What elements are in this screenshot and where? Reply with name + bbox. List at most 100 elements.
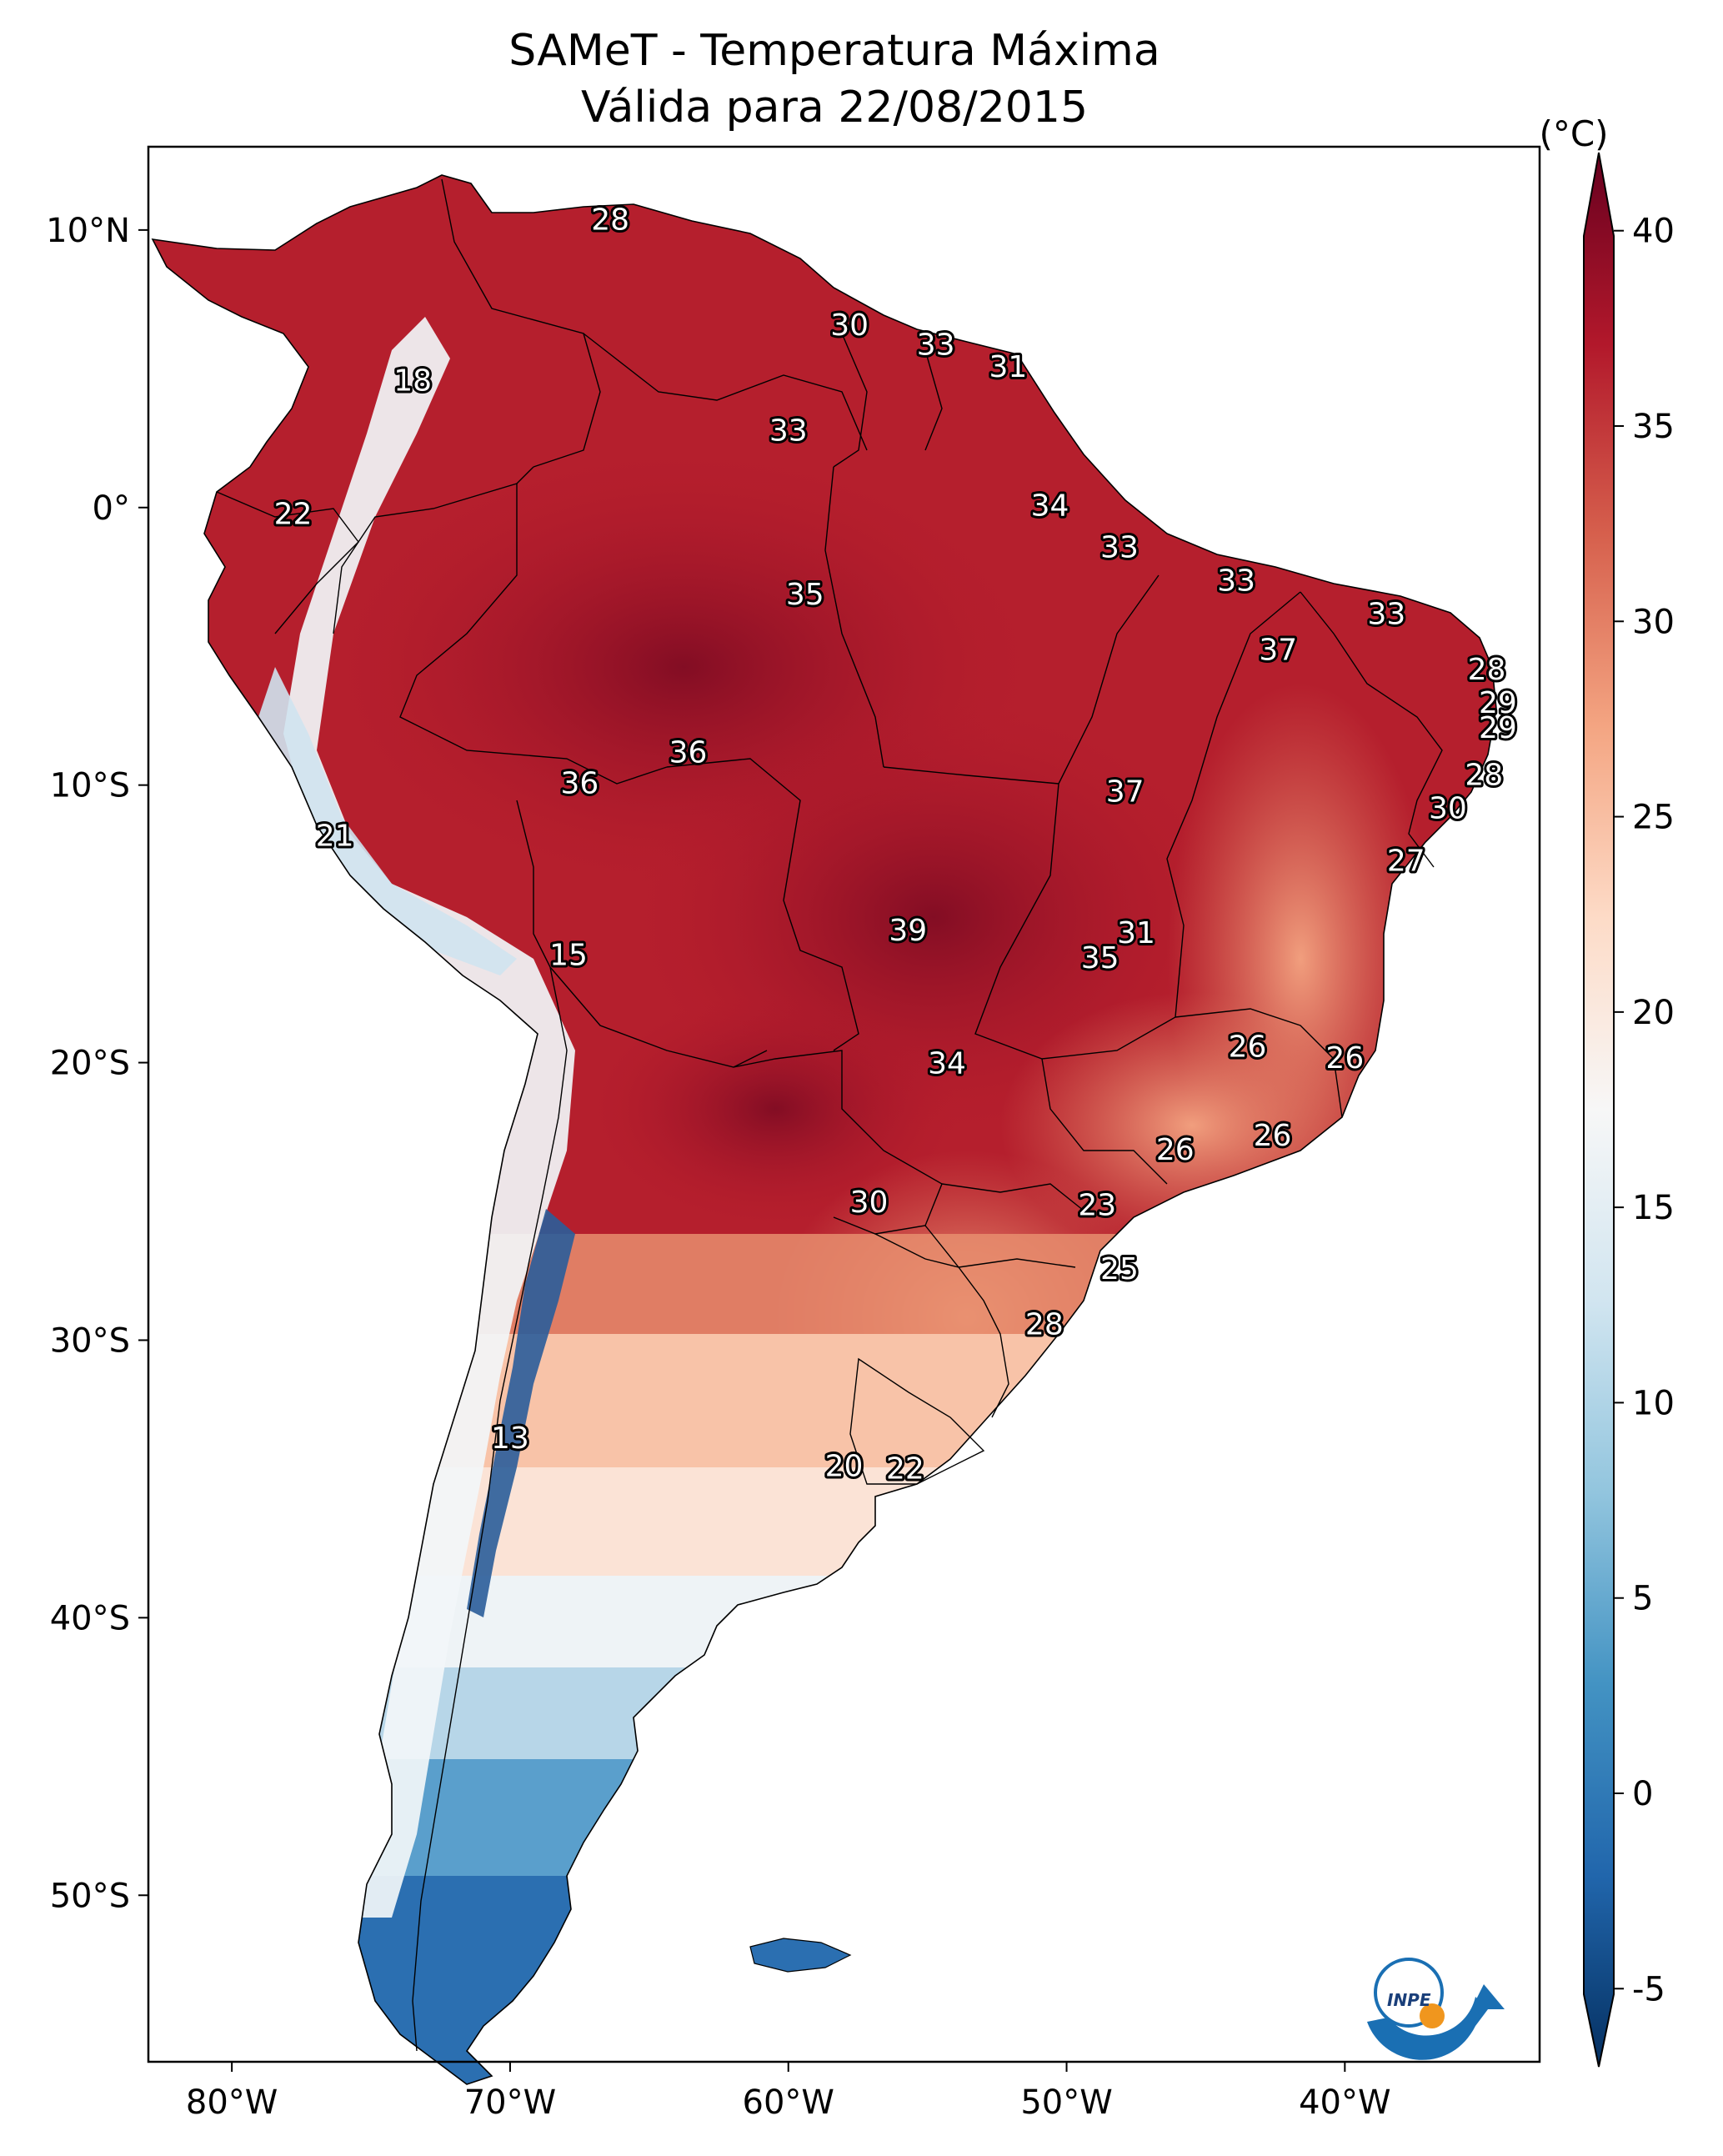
temperature-label: 28 bbox=[1468, 653, 1506, 687]
temperature-label: 26 bbox=[1156, 1133, 1195, 1167]
temperature-label: 18 bbox=[393, 364, 432, 399]
border-peru-brazil bbox=[399, 484, 668, 785]
colorbar-unit-label: (°C) bbox=[1539, 113, 1608, 154]
temperature-label: 34 bbox=[928, 1047, 966, 1081]
border-bolivia-chile-argentina bbox=[549, 966, 768, 1068]
temperature-label: 28 bbox=[1025, 1307, 1064, 1341]
border-uruguay bbox=[849, 1357, 985, 1485]
temperature-label: 33 bbox=[917, 328, 955, 362]
colorbar-tick-label: 0 bbox=[1632, 1775, 1653, 1813]
temperature-label: 30 bbox=[830, 308, 869, 343]
colorbar-tick-label: 15 bbox=[1632, 1189, 1675, 1227]
temperature-label: 30 bbox=[1429, 791, 1467, 825]
temperature-label: 21 bbox=[316, 820, 354, 854]
colorbar-tick-label: 10 bbox=[1632, 1384, 1675, 1422]
y-tick-label: 10°N bbox=[46, 212, 130, 250]
temperature-label: 31 bbox=[989, 350, 1028, 384]
border-brazil-states-1 bbox=[824, 466, 884, 768]
y-tick-label: 40°S bbox=[50, 1599, 130, 1637]
inpe-logo-orbit bbox=[1374, 1958, 1444, 2028]
temperature-label: 28 bbox=[1465, 758, 1503, 792]
x-tick-label: 40°W bbox=[1299, 2083, 1390, 2122]
colorbar-tick-label: 40 bbox=[1632, 213, 1675, 251]
title-line2: Válida para 22/08/2015 bbox=[581, 83, 1088, 133]
border-colombia-peru bbox=[333, 466, 534, 634]
inpe-logo-text: INPE bbox=[1387, 1990, 1431, 2010]
temperature-label: 25 bbox=[1100, 1252, 1139, 1286]
x-axis: 80°W 70°W 60°W 50°W 40°W bbox=[186, 2062, 1391, 2122]
temperature-label: 34 bbox=[1031, 489, 1069, 523]
temperature-label: 33 bbox=[1100, 530, 1139, 564]
political-borders bbox=[216, 178, 1443, 2052]
temperature-label: 33 bbox=[769, 414, 808, 449]
hot-core-chaco bbox=[592, 992, 959, 1226]
border-brazil-states-5 bbox=[1041, 1058, 1168, 1185]
inpe-logo-swoosh bbox=[1367, 1997, 1488, 2060]
temperature-label: 31 bbox=[1117, 916, 1155, 950]
colorbar-tick-label: 25 bbox=[1632, 799, 1675, 837]
colorbar-tick-label: 35 bbox=[1632, 408, 1675, 446]
temperature-label: 39 bbox=[889, 914, 927, 948]
temperature-label: 28 bbox=[591, 203, 629, 238]
x-tick-label: 70°W bbox=[464, 2083, 556, 2122]
x-tick-label: 50°W bbox=[1020, 2083, 1112, 2122]
colorbar-body bbox=[1583, 152, 1615, 2068]
temperature-label: 22 bbox=[274, 497, 313, 531]
map-frame bbox=[147, 145, 1541, 2063]
temperature-label: 13 bbox=[491, 1421, 529, 1456]
temperature-label: 29 bbox=[1479, 686, 1517, 720]
border-brazil-states-7 bbox=[941, 1183, 1093, 1218]
border-brazil-states-3 bbox=[1058, 574, 1160, 785]
y-tick-label: 30°S bbox=[50, 1321, 130, 1360]
x-tick-label: 60°W bbox=[743, 2083, 834, 2122]
temperature-label: 33 bbox=[1368, 597, 1406, 631]
temperature-label: 26 bbox=[1229, 1030, 1267, 1065]
temperature-label: 37 bbox=[1106, 775, 1144, 809]
border-paraguay bbox=[733, 1050, 943, 1235]
border-brazil-northeast bbox=[1300, 591, 1443, 868]
border-brazil-states-6 bbox=[1175, 1008, 1343, 1118]
border-ecuador-peru bbox=[216, 491, 359, 634]
temperature-label: 33 bbox=[1217, 564, 1255, 598]
temperature-label: 35 bbox=[786, 578, 824, 612]
temperature-label: 15 bbox=[549, 939, 588, 973]
colorbar-ticks: 40 35 30 25 20 15 10 5 0 -5 bbox=[1614, 213, 1675, 2008]
temperature-label: 35 bbox=[1081, 941, 1119, 975]
border-brazil-states-8 bbox=[958, 1258, 1076, 1268]
temperature-label: 23 bbox=[1078, 1188, 1116, 1222]
inpe-logo: INPE bbox=[1367, 1958, 1505, 2060]
border-brazil-states-2 bbox=[883, 766, 1059, 785]
temperature-label: 30 bbox=[850, 1186, 889, 1220]
temperature-label: 26 bbox=[1254, 1119, 1292, 1153]
continent-outline bbox=[151, 174, 1497, 2085]
y-tick-label: 50°S bbox=[50, 1877, 130, 1915]
inpe-logo-arrow-head bbox=[1471, 1984, 1505, 2009]
border-venezuela-brazil bbox=[583, 333, 868, 451]
temperature-label: 27 bbox=[1387, 845, 1425, 879]
y-tick-label: 10°S bbox=[50, 767, 130, 805]
border-guyana bbox=[833, 333, 868, 468]
temperature-label: 29 bbox=[1479, 711, 1517, 745]
temperature-label: 26 bbox=[1325, 1041, 1364, 1075]
y-tick-label: 0° bbox=[93, 489, 130, 528]
temperature-label: 37 bbox=[1259, 634, 1297, 668]
title-line1: SAMeT - Temperatura Máxima bbox=[508, 26, 1160, 76]
temperature-label: 22 bbox=[886, 1452, 924, 1487]
colorbar-tick-label: 20 bbox=[1632, 994, 1675, 1032]
colorbar-tick-label: 5 bbox=[1632, 1580, 1653, 1618]
title-block: SAMeT - Temperatura Máxima Válida para 2… bbox=[508, 26, 1160, 133]
border-suriname bbox=[924, 349, 943, 451]
colorbar-tick-label: 30 bbox=[1632, 603, 1675, 641]
inpe-logo-sun bbox=[1420, 2003, 1445, 2028]
y-tick-label: 20°S bbox=[50, 1045, 130, 1083]
border-argentina-brazil bbox=[874, 1233, 1009, 1418]
temperature-label: 36 bbox=[669, 736, 708, 770]
andes-cold-strip bbox=[283, 317, 575, 1918]
falkland-islands bbox=[749, 1938, 852, 1973]
andes-deep-cold bbox=[467, 1209, 575, 1617]
colorbar-tick-label: -5 bbox=[1632, 1970, 1665, 2008]
x-tick-label: 80°W bbox=[186, 2083, 278, 2122]
